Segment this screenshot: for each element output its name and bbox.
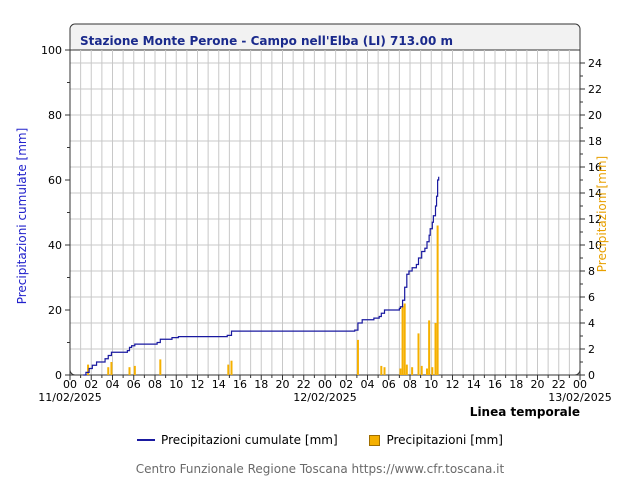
precip-bar <box>417 333 420 375</box>
precip-bar <box>434 323 437 375</box>
x-tick-label: 08 <box>403 378 417 391</box>
precip-bar <box>411 367 414 375</box>
x-date-label: 13/02/2025 <box>548 391 611 404</box>
y-left-tick-label: 40 <box>48 239 62 252</box>
x-date-label: 12/02/2025 <box>293 391 356 404</box>
precip-bar <box>420 365 423 375</box>
x-tick-label: 04 <box>361 378 375 391</box>
x-tick-label: 12 <box>446 378 460 391</box>
precip-bar <box>128 367 131 375</box>
y-right-tick-label: 4 <box>588 317 595 330</box>
y-left-tick-label: 100 <box>41 44 62 57</box>
precip-bar <box>428 320 431 375</box>
x-tick-label: 20 <box>531 378 545 391</box>
y-right-tick-label: 14 <box>588 187 602 200</box>
precip-bar <box>401 306 404 375</box>
x-tick-label: 14 <box>212 378 226 391</box>
x-tick-label: 22 <box>552 378 566 391</box>
x-tick-label: 10 <box>424 378 438 391</box>
x-tick-label: 00 <box>63 378 77 391</box>
x-tick-label: 12 <box>191 378 205 391</box>
legend-bar-swatch <box>369 434 381 446</box>
precip-bar <box>431 367 434 375</box>
y-right-tick-label: 18 <box>588 135 602 148</box>
legend-item-cumulative: Precipitazioni cumulate [mm] <box>137 433 338 447</box>
legend-item-precip: Precipitazioni [mm] <box>369 433 503 447</box>
legend-label-cumulative: Precipitazioni cumulate [mm] <box>161 432 338 447</box>
x-date-label: 11/02/2025 <box>38 391 101 404</box>
x-tick-label: 06 <box>127 378 141 391</box>
y-axis-left-label: Precipitazioni cumulate [mm] <box>15 127 29 305</box>
x-tick-label: 02 <box>339 378 353 391</box>
precip-bar <box>227 364 230 375</box>
y-right-tick-label: 2 <box>588 343 595 356</box>
title-band <box>70 24 580 50</box>
y-left-tick-label: 20 <box>48 304 62 317</box>
precip-bar <box>426 368 428 375</box>
x-tick-label: 00 <box>573 378 587 391</box>
y-axis-right-label: Precipitazioni [mm] <box>595 155 609 273</box>
chart-title: Stazione Monte Perone - Campo nell'Elba … <box>80 34 453 48</box>
x-tick-label: 18 <box>509 378 523 391</box>
precip-bar <box>356 339 359 375</box>
x-axis-label: Linea temporale <box>469 405 580 419</box>
y-right-tick-label: 16 <box>588 161 602 174</box>
precip-bar <box>159 359 162 375</box>
x-tick-label: 02 <box>84 378 98 391</box>
legend-line-swatch <box>137 439 156 441</box>
x-tick-label: 16 <box>233 378 247 391</box>
precip-bar <box>403 303 406 375</box>
x-tick-label: 06 <box>382 378 396 391</box>
x-tick-label: 10 <box>169 378 183 391</box>
precip-bar <box>399 368 402 375</box>
x-tick-label: 22 <box>297 378 311 391</box>
y-right-tick-label: 22 <box>588 83 602 96</box>
y-right-tick-label: 20 <box>588 109 602 122</box>
precip-bar <box>133 365 136 375</box>
y-left-tick-label: 80 <box>48 109 62 122</box>
y-right-tick-label: 24 <box>588 57 602 70</box>
x-tick-label: 04 <box>106 378 120 391</box>
y-left-tick-label: 0 <box>55 369 62 382</box>
x-tick-label: 00 <box>318 378 332 391</box>
y-right-tick-label: 6 <box>588 291 595 304</box>
precip-bar <box>383 367 386 375</box>
precip-bar <box>110 362 113 375</box>
precip-bar <box>436 225 439 375</box>
y-right-tick-label: 12 <box>588 213 602 226</box>
y-right-tick-label: 0 <box>588 369 595 382</box>
x-tick-label: 14 <box>467 378 481 391</box>
cumulative-line <box>83 176 440 376</box>
x-tick-label: 18 <box>254 378 268 391</box>
y-right-tick-label: 8 <box>588 265 595 278</box>
legend-label-precip: Precipitazioni [mm] <box>386 432 503 447</box>
x-tick-label: 16 <box>488 378 502 391</box>
footer-credit: Centro Funzionale Regione Toscana https:… <box>135 462 505 476</box>
y-right-tick-label: 10 <box>588 239 602 252</box>
precip-bar <box>380 365 383 375</box>
x-tick-label: 20 <box>276 378 290 391</box>
precip-bar <box>87 364 90 375</box>
precip-bar <box>107 367 110 375</box>
precip-bar <box>230 360 233 375</box>
y-left-tick-label: 60 <box>48 174 62 187</box>
x-tick-label: 08 <box>148 378 162 391</box>
precip-bar <box>405 364 408 375</box>
legend: Precipitazioni cumulate [mm] Precipitazi… <box>0 432 640 447</box>
